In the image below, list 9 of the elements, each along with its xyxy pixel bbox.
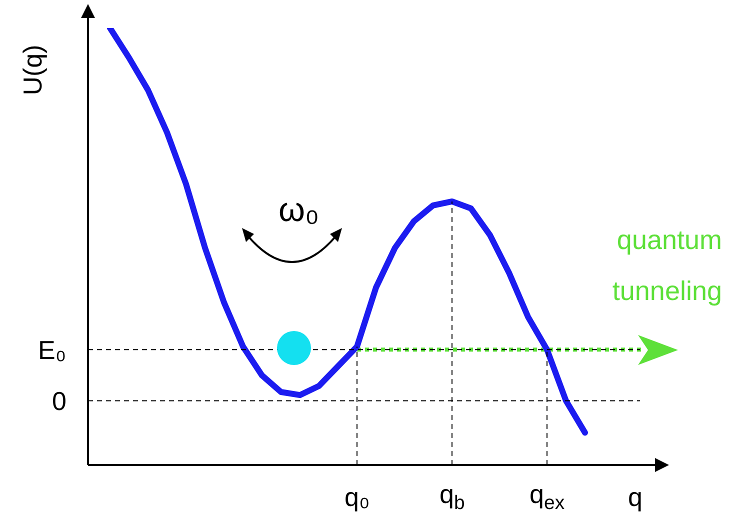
y-axis-title: U(q) bbox=[16, 44, 47, 96]
x-tick-label: q$_{b}$ bbox=[440, 478, 465, 514]
ref-line-label: 0 bbox=[52, 386, 66, 416]
annotation: quantum tunneling bbox=[611, 224, 722, 308]
x-axis-title: q bbox=[628, 482, 642, 512]
ref-line-label: E₀ bbox=[38, 334, 66, 365]
x-tick-label: q$_{ex}$ bbox=[530, 478, 565, 514]
annotation: ω₀ bbox=[278, 191, 320, 229]
x-tick-label: q₀ bbox=[344, 482, 370, 512]
